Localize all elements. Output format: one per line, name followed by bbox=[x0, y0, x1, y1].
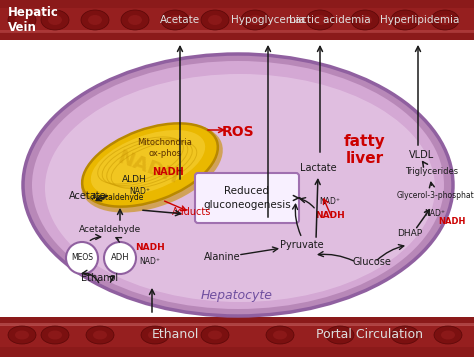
Text: ALDH: ALDH bbox=[122, 176, 147, 185]
Ellipse shape bbox=[141, 326, 169, 344]
Ellipse shape bbox=[32, 61, 444, 309]
Ellipse shape bbox=[431, 10, 459, 30]
Text: Glucose: Glucose bbox=[353, 257, 392, 267]
Text: Hepatocyte: Hepatocyte bbox=[201, 288, 273, 302]
Ellipse shape bbox=[398, 331, 412, 340]
Ellipse shape bbox=[333, 331, 347, 340]
Text: Lactate: Lactate bbox=[300, 163, 337, 173]
Ellipse shape bbox=[15, 331, 29, 340]
Text: NAD⁺: NAD⁺ bbox=[129, 187, 151, 196]
Ellipse shape bbox=[351, 10, 379, 30]
Ellipse shape bbox=[326, 326, 354, 344]
Ellipse shape bbox=[313, 15, 327, 25]
Text: ADH: ADH bbox=[111, 253, 129, 262]
Ellipse shape bbox=[201, 326, 229, 344]
Text: VLDL: VLDL bbox=[410, 150, 435, 160]
Bar bbox=[0, 325, 474, 347]
Text: NADH: NADH bbox=[152, 167, 184, 177]
Text: Acetate: Acetate bbox=[69, 191, 107, 201]
Ellipse shape bbox=[208, 15, 222, 25]
Bar bbox=[0, 8, 474, 32]
Text: ROS: ROS bbox=[222, 125, 255, 139]
Ellipse shape bbox=[266, 326, 294, 344]
Ellipse shape bbox=[441, 331, 455, 340]
Ellipse shape bbox=[241, 10, 269, 30]
Ellipse shape bbox=[398, 15, 412, 25]
Text: Hyperlipidemia: Hyperlipidemia bbox=[380, 15, 460, 25]
Ellipse shape bbox=[128, 15, 142, 25]
Ellipse shape bbox=[41, 326, 69, 344]
Text: NADH: NADH bbox=[115, 148, 181, 188]
Text: Hepatic
Vein: Hepatic Vein bbox=[8, 6, 59, 34]
Ellipse shape bbox=[48, 331, 62, 340]
Bar bbox=[0, 323, 474, 326]
Ellipse shape bbox=[8, 326, 36, 344]
Text: Reduced
gluconeogenesis: Reduced gluconeogenesis bbox=[203, 186, 291, 210]
Ellipse shape bbox=[86, 326, 114, 344]
Ellipse shape bbox=[81, 124, 223, 212]
Text: Hypoglycemia: Hypoglycemia bbox=[231, 15, 305, 25]
Text: Acetaldehyde: Acetaldehyde bbox=[92, 192, 144, 201]
Ellipse shape bbox=[121, 10, 149, 30]
Ellipse shape bbox=[93, 331, 107, 340]
Ellipse shape bbox=[48, 15, 62, 25]
Ellipse shape bbox=[201, 10, 229, 30]
Ellipse shape bbox=[91, 130, 205, 196]
Text: Acetaldehyde: Acetaldehyde bbox=[79, 226, 141, 235]
Text: MEOS: MEOS bbox=[71, 253, 93, 262]
Bar bbox=[0, 30, 474, 33]
Text: Triglycerides: Triglycerides bbox=[405, 167, 458, 176]
Ellipse shape bbox=[434, 326, 462, 344]
Text: NAD⁺: NAD⁺ bbox=[425, 208, 446, 217]
FancyBboxPatch shape bbox=[195, 173, 299, 223]
Ellipse shape bbox=[148, 331, 162, 340]
Text: Ethanol: Ethanol bbox=[82, 273, 118, 283]
Ellipse shape bbox=[15, 15, 29, 25]
Ellipse shape bbox=[45, 74, 435, 302]
Ellipse shape bbox=[358, 15, 372, 25]
Text: DHAP: DHAP bbox=[397, 228, 422, 237]
Ellipse shape bbox=[391, 10, 419, 30]
Ellipse shape bbox=[161, 10, 189, 30]
Text: NADH: NADH bbox=[438, 217, 465, 226]
Text: Alanine: Alanine bbox=[204, 252, 240, 262]
Circle shape bbox=[66, 242, 98, 274]
Text: Portal Circulation: Portal Circulation bbox=[317, 328, 423, 342]
Bar bbox=[0, 0, 474, 40]
Ellipse shape bbox=[208, 331, 222, 340]
Ellipse shape bbox=[168, 15, 182, 25]
Ellipse shape bbox=[391, 326, 419, 344]
Ellipse shape bbox=[248, 15, 262, 25]
Text: fatty
liver: fatty liver bbox=[344, 134, 386, 166]
Circle shape bbox=[104, 242, 136, 274]
Ellipse shape bbox=[23, 54, 453, 316]
Text: Pyruvate: Pyruvate bbox=[280, 240, 324, 250]
Text: Glycerol-3-phosphate: Glycerol-3-phosphate bbox=[397, 191, 474, 201]
Text: Acetate: Acetate bbox=[160, 15, 200, 25]
Text: Adducts: Adducts bbox=[173, 207, 212, 217]
Text: NADH: NADH bbox=[135, 243, 165, 252]
Ellipse shape bbox=[41, 10, 69, 30]
Bar bbox=[0, 317, 474, 357]
Text: NADH: NADH bbox=[315, 211, 345, 220]
Ellipse shape bbox=[88, 15, 102, 25]
Text: NAD⁺: NAD⁺ bbox=[139, 257, 161, 266]
Ellipse shape bbox=[82, 124, 218, 207]
Ellipse shape bbox=[81, 10, 109, 30]
Text: NAD⁺: NAD⁺ bbox=[319, 197, 340, 206]
Text: Mitochondria
ox-phos: Mitochondria ox-phos bbox=[137, 138, 192, 158]
Ellipse shape bbox=[438, 15, 452, 25]
Ellipse shape bbox=[8, 10, 36, 30]
Text: Ethanol: Ethanol bbox=[151, 328, 199, 342]
Ellipse shape bbox=[306, 10, 334, 30]
Text: Lactic acidemia: Lactic acidemia bbox=[289, 15, 371, 25]
Ellipse shape bbox=[273, 331, 287, 340]
